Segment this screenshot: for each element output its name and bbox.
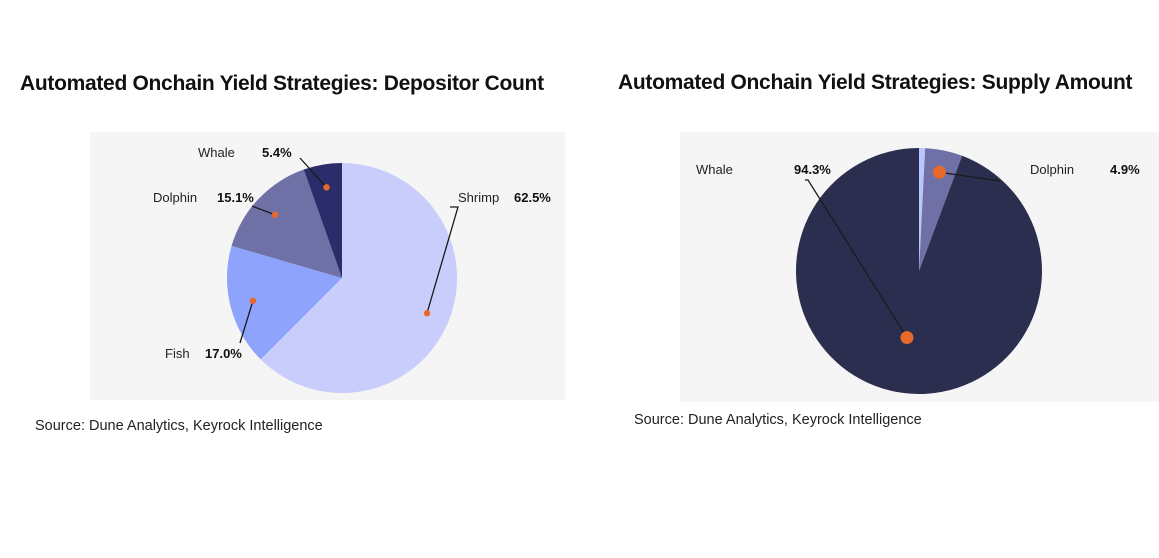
slice-marker-fish [249, 297, 257, 305]
chart-title-depositor-count: Automated Onchain Yield Strategies: Depo… [20, 72, 544, 95]
slice-marker-shrimp [423, 310, 431, 317]
slice-label-fish: Fish [165, 346, 190, 361]
leader-line-dolphin [939, 171, 1001, 182]
source-note-depositor-count: Source: Dune Analytics, Keyrock Intellig… [35, 418, 323, 434]
leader-line-whale [299, 157, 327, 188]
slice-value-dolphin: 15.1% [217, 190, 254, 205]
pie-slice-dolphin [231, 169, 342, 278]
source-note-supply-amount: Source: Dune Analytics, Keyrock Intellig… [634, 412, 922, 428]
slice-value-shrimp: 62.5% [514, 190, 551, 205]
slice-value-whale: 94.3% [794, 162, 831, 177]
slice-label-shrimp: Shrimp [458, 190, 499, 205]
slice-label-dolphin: Dolphin [153, 190, 197, 205]
slice-marker-dolphin [932, 165, 946, 179]
slice-label-dolphin: Dolphin [1030, 162, 1074, 177]
pie-slice-whale [303, 163, 342, 278]
slice-value-dolphin: 4.9% [1110, 162, 1140, 177]
slice-label-whale: Whale [696, 162, 733, 177]
pie-slice-shrimp [260, 163, 457, 393]
pie-slice-fish [226, 245, 342, 360]
leader-line-whale [805, 179, 908, 338]
leader-line-dolphin [251, 205, 276, 216]
leader-line-fish [239, 300, 254, 344]
pie-slice-dolphin [919, 148, 963, 271]
pie-slice-whale [796, 148, 1042, 394]
slice-value-fish: 17.0% [205, 346, 242, 361]
slice-marker-whale [900, 331, 914, 345]
slice-value-whale: 5.4% [262, 145, 292, 160]
slice-marker-whale [323, 184, 330, 191]
pie-chart-supply-amount: Dolphin 4.9% Whale 94.3% [696, 148, 1140, 394]
slice-label-whale: Whale [198, 145, 235, 160]
chart-title-supply-amount: Automated Onchain Yield Strategies: Supp… [618, 71, 1133, 94]
pie-chart-depositor-count: Shrimp 62.5% Fish 17.0% Dolphin 15.1% Whale 5.4… [153, 145, 551, 393]
leader-line-shrimp [426, 206, 459, 314]
slice-marker-dolphin [271, 211, 279, 219]
pie-slice-minor-0 [919, 148, 926, 271]
